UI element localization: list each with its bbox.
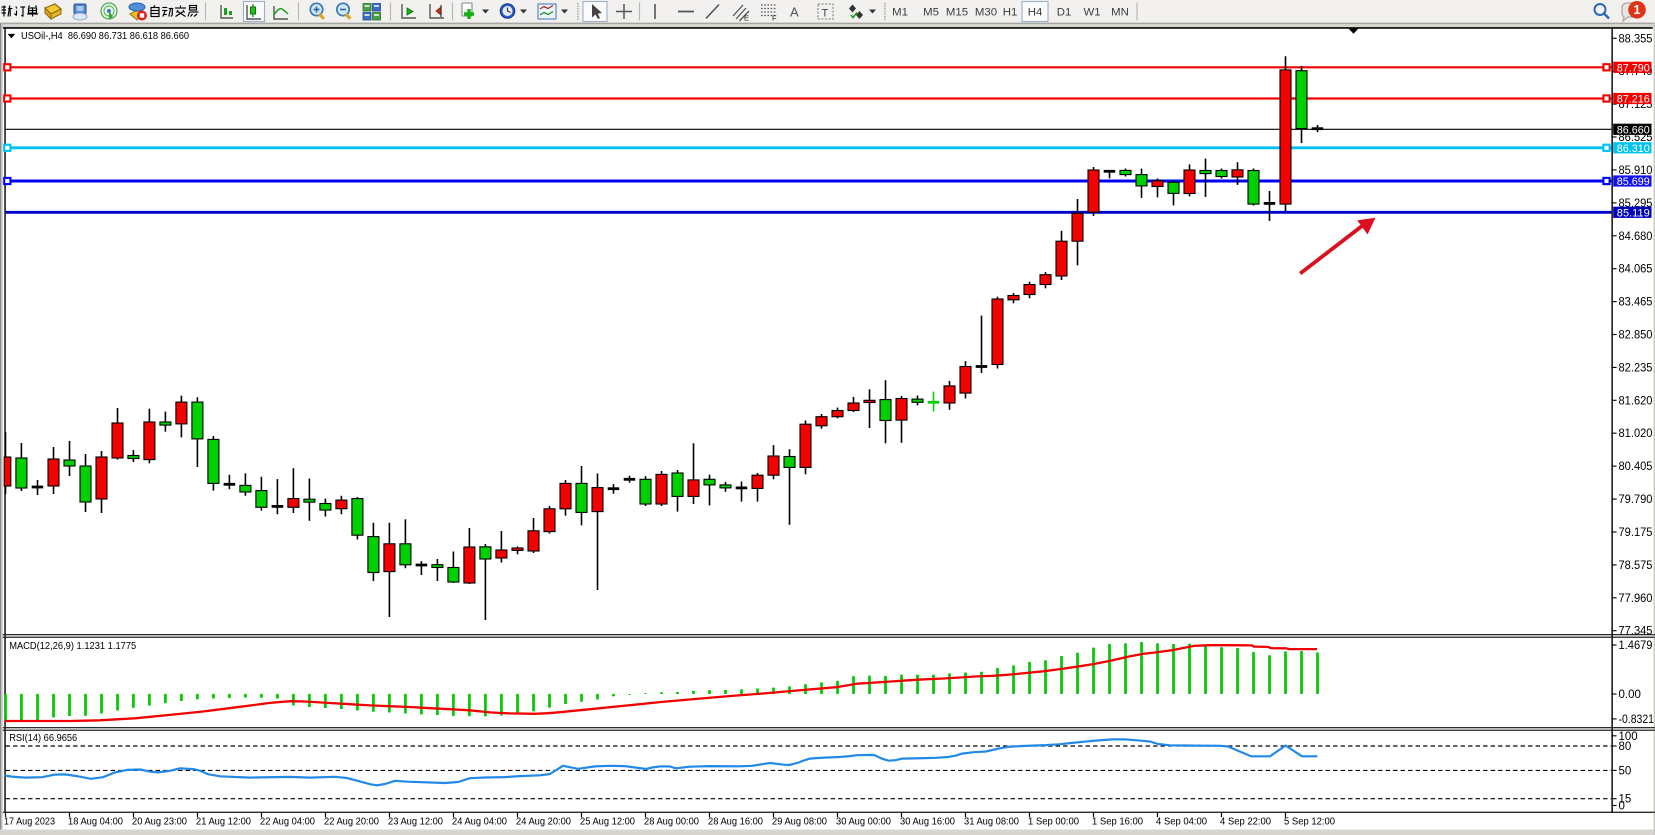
svg-text:82.850: 82.850	[1619, 330, 1653, 342]
svg-text:84.680: 84.680	[1619, 231, 1653, 243]
svg-text:28 Aug 00:00: 28 Aug 00:00	[644, 817, 699, 828]
svg-text:80: 80	[1619, 741, 1632, 753]
svg-text:USOil-,H4 86.690 86.731 86.61: USOil-,H4 86.690 86.731 86.618 86.660	[21, 31, 189, 42]
svg-text:22 Aug 20:00: 22 Aug 20:00	[324, 817, 379, 828]
svg-text:86.525: 86.525	[1619, 132, 1653, 144]
svg-text:100: 100	[1619, 731, 1638, 743]
svg-text:1.4679: 1.4679	[1619, 640, 1653, 652]
svg-text:22 Aug 04:00: 22 Aug 04:00	[260, 817, 315, 828]
svg-text:18 Aug 04:00: 18 Aug 04:00	[68, 817, 123, 828]
svg-text:85.910: 85.910	[1619, 165, 1653, 177]
svg-text:15: 15	[1619, 794, 1632, 806]
svg-text:23 Aug 12:00: 23 Aug 12:00	[388, 817, 443, 828]
svg-text:88.355: 88.355	[1619, 33, 1653, 45]
svg-text:29 Aug 08:00: 29 Aug 08:00	[772, 817, 827, 828]
svg-text:4 Sep 22:00: 4 Sep 22:00	[1220, 817, 1271, 828]
svg-text:86.660: 86.660	[1617, 124, 1650, 136]
svg-text:1 Sep 16:00: 1 Sep 16:00	[1092, 817, 1143, 828]
svg-text:21 Aug 12:00: 21 Aug 12:00	[196, 817, 251, 828]
svg-text:4 Sep 04:00: 4 Sep 04:00	[1156, 817, 1207, 828]
svg-text:RSI(14) 66.9656: RSI(14) 66.9656	[9, 733, 77, 744]
svg-text:31 Aug 08:00: 31 Aug 08:00	[964, 817, 1019, 828]
svg-text:86.310: 86.310	[1617, 143, 1650, 155]
svg-text:1: 1	[1634, 3, 1641, 17]
svg-text:24 Aug 20:00: 24 Aug 20:00	[516, 817, 571, 828]
svg-text:24 Aug 04:00: 24 Aug 04:00	[452, 817, 507, 828]
svg-text:30 Aug 16:00: 30 Aug 16:00	[900, 817, 955, 828]
svg-text:85.119: 85.119	[1617, 207, 1650, 219]
svg-text:0.00: 0.00	[1619, 689, 1641, 701]
svg-text:82.235: 82.235	[1619, 362, 1653, 374]
svg-text:30 Aug 00:00: 30 Aug 00:00	[836, 817, 891, 828]
svg-text:80.405: 80.405	[1619, 461, 1653, 473]
svg-text:85.699: 85.699	[1617, 176, 1650, 188]
svg-text:17 Aug 2023: 17 Aug 2023	[4, 817, 55, 828]
svg-text:F: F	[772, 14, 777, 23]
svg-text:T: T	[822, 8, 829, 20]
svg-text:87.790: 87.790	[1617, 62, 1650, 74]
svg-text:79.175: 79.175	[1619, 527, 1653, 539]
svg-text:77.960: 77.960	[1619, 593, 1653, 605]
svg-text:78.575: 78.575	[1619, 560, 1653, 572]
svg-text:M15: M15	[946, 7, 968, 19]
svg-text:87.216: 87.216	[1617, 94, 1650, 106]
svg-text:MACD(12,26,9) 1.1231 1.1775: MACD(12,26,9) 1.1231 1.1775	[9, 641, 136, 652]
svg-text:H4: H4	[1028, 7, 1043, 19]
svg-text:D1: D1	[1057, 7, 1072, 19]
svg-text:E: E	[744, 14, 749, 23]
svg-text:83.465: 83.465	[1619, 297, 1653, 309]
svg-text:MN: MN	[1111, 7, 1129, 19]
svg-text:25 Aug 12:00: 25 Aug 12:00	[580, 817, 635, 828]
svg-text:81.620: 81.620	[1619, 395, 1653, 407]
svg-text:M5: M5	[923, 7, 939, 19]
svg-text:50: 50	[1619, 765, 1632, 777]
svg-text:-0.8321: -0.8321	[1619, 714, 1655, 726]
svg-text:77.345: 77.345	[1619, 626, 1653, 638]
svg-text:20 Aug 23:00: 20 Aug 23:00	[132, 817, 187, 828]
svg-text:A: A	[790, 5, 799, 20]
svg-text:79.790: 79.790	[1619, 494, 1653, 506]
svg-text:5 Sep 12:00: 5 Sep 12:00	[1284, 817, 1335, 828]
svg-text:84.065: 84.065	[1619, 264, 1653, 276]
svg-text:81.020: 81.020	[1619, 428, 1653, 440]
svg-text:0: 0	[1619, 801, 1625, 813]
svg-text:M30: M30	[975, 7, 997, 19]
svg-text:H1: H1	[1003, 7, 1018, 19]
svg-text:28 Aug 16:00: 28 Aug 16:00	[708, 817, 763, 828]
svg-text:1 Sep 00:00: 1 Sep 00:00	[1028, 817, 1079, 828]
svg-text:W1: W1	[1083, 7, 1100, 19]
svg-text:M1: M1	[892, 7, 908, 19]
